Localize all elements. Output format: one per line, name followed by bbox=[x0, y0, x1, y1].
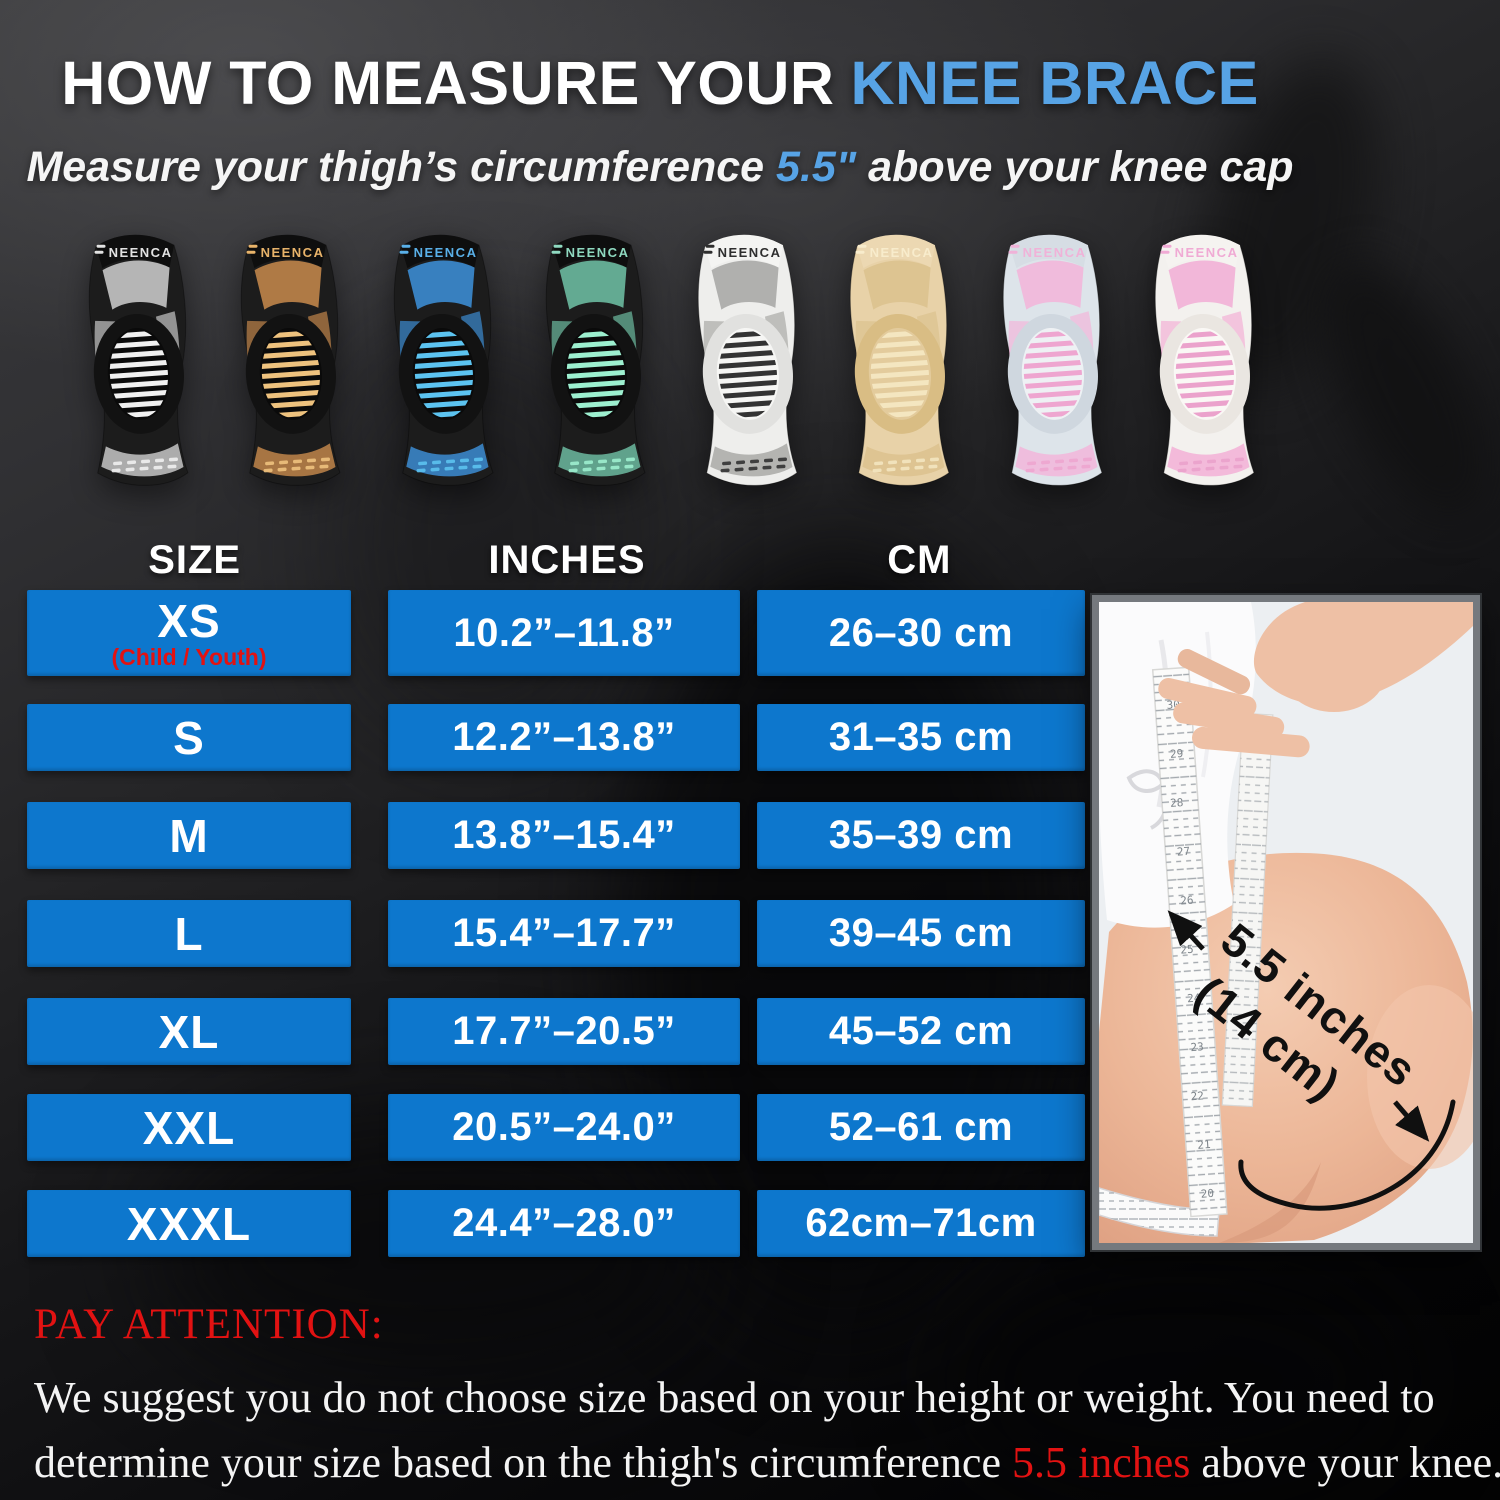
table-row-xs: XS (Child / Youth) 10.2”–11.8” 26–30 cm bbox=[27, 590, 1087, 676]
background-silhouette bbox=[950, 1260, 1410, 1500]
inches-cell: 13.8”–15.4” bbox=[388, 802, 740, 869]
footer-line-2: determine your size based on the thigh's… bbox=[34, 1437, 1500, 1488]
arrow-up-left bbox=[1167, 910, 1205, 951]
column-header-size: SIZE bbox=[148, 537, 242, 582]
cm-value: 26–30 cm bbox=[828, 610, 1014, 655]
knee-brace-white-pink: NEENCA bbox=[1128, 216, 1278, 506]
inches-value: 15.4”–17.7” bbox=[452, 911, 676, 955]
knee-brace-black-gray: NEENCA bbox=[62, 216, 212, 506]
inches-cell: 15.4”–17.7” bbox=[388, 900, 740, 967]
size-note: (Child / Youth) bbox=[111, 643, 267, 670]
size-label: XXL bbox=[142, 1101, 236, 1154]
size-cell: L bbox=[27, 900, 351, 967]
size-cell: XS (Child / Youth) bbox=[27, 590, 351, 676]
table-row-s: S 12.2”–13.8” 31–35 cm bbox=[27, 704, 1087, 771]
knee-brace-beige: NEENCA bbox=[823, 216, 973, 506]
inches-value: 24.4”–28.0” bbox=[452, 1201, 676, 1245]
size-cell: M bbox=[27, 802, 351, 869]
svg-text:NEENCA: NEENCA bbox=[1022, 245, 1086, 260]
size-label: XXXL bbox=[126, 1197, 252, 1250]
measurement-photo-frame: 302928 272625 242322 2120 bbox=[1092, 595, 1491, 1250]
wrap-tape bbox=[1098, 1186, 1220, 1237]
hand bbox=[1158, 602, 1473, 758]
inches-cell: 17.7”–20.5” bbox=[388, 998, 740, 1065]
cm-value: 52–61 cm bbox=[828, 1105, 1014, 1149]
cm-value: 62cm–71cm bbox=[805, 1201, 1037, 1245]
subtitle-pre: Measure your thigh’s circumference bbox=[26, 143, 777, 191]
size-cell: S bbox=[27, 704, 351, 771]
size-table: SIZE INCHES CM XS (Child / Youth) 10.2”–… bbox=[27, 538, 1087, 1257]
size-cell: XXL bbox=[27, 1094, 351, 1161]
inches-value: 12.2”–13.8” bbox=[452, 715, 676, 759]
page-subtitle: Measure your thigh’s circumference 5.5" … bbox=[20, 143, 1300, 192]
inches-cell: 10.2”–11.8” bbox=[388, 590, 740, 676]
cm-cell: 35–39 cm bbox=[757, 802, 1085, 869]
inches-cell: 24.4”–28.0” bbox=[388, 1190, 740, 1257]
measurement-photo: 302928 272625 242322 2120 bbox=[1097, 602, 1491, 1243]
svg-text:NEENCA: NEENCA bbox=[565, 245, 629, 260]
inches-value: 20.5”–24.0” bbox=[452, 1105, 676, 1149]
inches-cell: 20.5”–24.0” bbox=[388, 1094, 740, 1161]
footer-line-1: We suggest you do not choose size based … bbox=[34, 1373, 1435, 1422]
size-label: M bbox=[169, 809, 209, 862]
svg-text:NEENCA: NEENCA bbox=[413, 245, 477, 260]
inches-value: 17.7”–20.5” bbox=[452, 1009, 676, 1053]
arrow-down-right bbox=[1393, 1100, 1430, 1142]
cm-value: 31–35 cm bbox=[828, 715, 1014, 759]
cm-cell: 62cm–71cm bbox=[757, 1190, 1085, 1257]
svg-text:NEENCA: NEENCA bbox=[870, 245, 934, 260]
size-label: XS bbox=[157, 594, 221, 647]
size-label: S bbox=[173, 711, 205, 764]
knee-brace-black-blue: NEENCA bbox=[367, 216, 517, 506]
cm-cell: 52–61 cm bbox=[757, 1094, 1085, 1161]
tape-numbers: 302928 272625 242322 2120 bbox=[1163, 698, 1218, 1201]
knee-brace-black-green: NEENCA bbox=[519, 216, 669, 506]
size-cell: XXXL bbox=[27, 1190, 351, 1257]
table-row-m: M 13.8”–15.4” 35–39 cm bbox=[27, 802, 1087, 869]
page-title: HOW TO MEASURE YOUR KNEE BRACE bbox=[0, 48, 1320, 118]
cm-value: 35–39 cm bbox=[828, 813, 1014, 857]
cm-cell: 31–35 cm bbox=[757, 704, 1085, 771]
cm-cell: 39–45 cm bbox=[757, 900, 1085, 967]
table-row-xxxl: XXXL 24.4”–28.0” 62cm–71cm bbox=[27, 1190, 1087, 1257]
knee-brace-white: NEENCA bbox=[671, 216, 821, 506]
cm-cell: 45–52 cm bbox=[757, 998, 1085, 1065]
cm-cell: 26–30 cm bbox=[757, 590, 1085, 676]
knee-brace-black-copper: NEENCA bbox=[214, 216, 364, 506]
footer-line-2-highlight: 5.5 inches bbox=[1012, 1438, 1191, 1487]
subtitle-post: above your knee cap bbox=[856, 143, 1294, 191]
table-row-xxl: XXL 20.5”–24.0” 52–61 cm bbox=[27, 1094, 1087, 1161]
title-highlight: KNEE BRACE bbox=[850, 49, 1259, 117]
svg-text:NEENCA: NEENCA bbox=[109, 245, 173, 260]
svg-text:NEENCA: NEENCA bbox=[1175, 245, 1239, 260]
inches-value: 10.2”–11.8” bbox=[453, 610, 675, 655]
footer-line-2-pre: determine your size based on the thigh's… bbox=[34, 1438, 1012, 1487]
subtitle-highlight: 5.5" bbox=[776, 143, 857, 191]
knee-brace-gray-pink: NEENCA bbox=[976, 216, 1126, 506]
product-row: NEENCA NEENCA bbox=[62, 216, 1278, 512]
table-row-xl: XL 17.7”–20.5” 45–52 cm bbox=[27, 998, 1087, 1065]
inches-cell: 12.2”–13.8” bbox=[388, 704, 740, 771]
inches-value: 13.8”–15.4” bbox=[452, 813, 676, 857]
column-header-inches: INCHES bbox=[488, 537, 646, 582]
size-label: L bbox=[174, 907, 204, 960]
svg-text:NEENCA: NEENCA bbox=[718, 245, 782, 260]
column-header-cm: CM bbox=[887, 537, 952, 582]
size-label: XL bbox=[158, 1005, 220, 1058]
footer-line-2-post: above your knee. bbox=[1190, 1438, 1500, 1487]
size-cell: XL bbox=[27, 998, 351, 1065]
cm-value: 39–45 cm bbox=[828, 911, 1014, 955]
circumference-arc bbox=[1238, 1099, 1456, 1211]
title-prefix: HOW TO MEASURE YOUR bbox=[61, 49, 835, 117]
table-row-l: L 15.4”–17.7” 39–45 cm bbox=[27, 900, 1087, 967]
svg-text:NEENCA: NEENCA bbox=[261, 245, 325, 260]
footer-heading: PAY ATTENTION: bbox=[34, 1301, 384, 1348]
cm-value: 45–52 cm bbox=[828, 1009, 1014, 1053]
size-table-header: SIZE INCHES CM bbox=[27, 538, 1087, 582]
